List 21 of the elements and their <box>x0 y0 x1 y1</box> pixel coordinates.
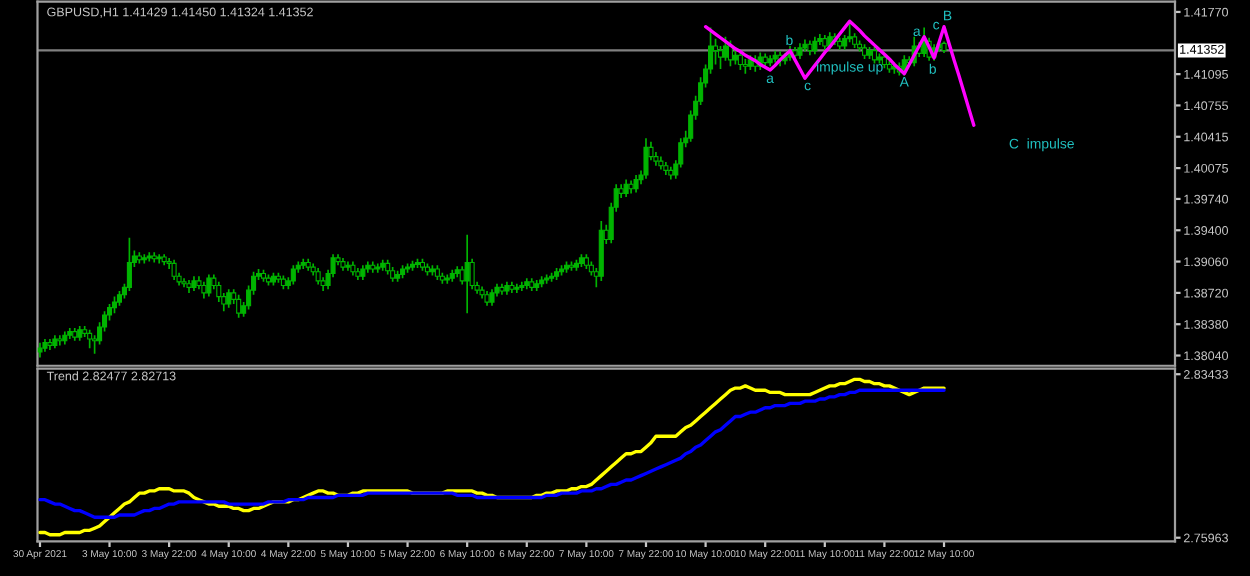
candlestick <box>722 35 729 62</box>
candlestick <box>236 293 242 319</box>
candlestick <box>226 288 232 309</box>
candlestick <box>87 328 93 350</box>
line-series <box>38 388 946 519</box>
candlestick <box>847 21 853 44</box>
candlestick <box>727 39 733 68</box>
candlestick <box>171 258 177 281</box>
candlestick <box>712 37 719 66</box>
candlestick <box>126 236 132 292</box>
line-series <box>703 19 976 127</box>
candlestick <box>643 137 649 180</box>
candlestick <box>444 273 450 285</box>
candlestick <box>290 264 296 286</box>
candlestick <box>598 220 604 282</box>
candlestick <box>92 334 98 355</box>
candlestick <box>206 273 212 298</box>
candlestick <box>742 58 748 75</box>
line-series <box>38 377 946 537</box>
candlestick <box>216 281 222 303</box>
candlestick <box>717 45 724 70</box>
